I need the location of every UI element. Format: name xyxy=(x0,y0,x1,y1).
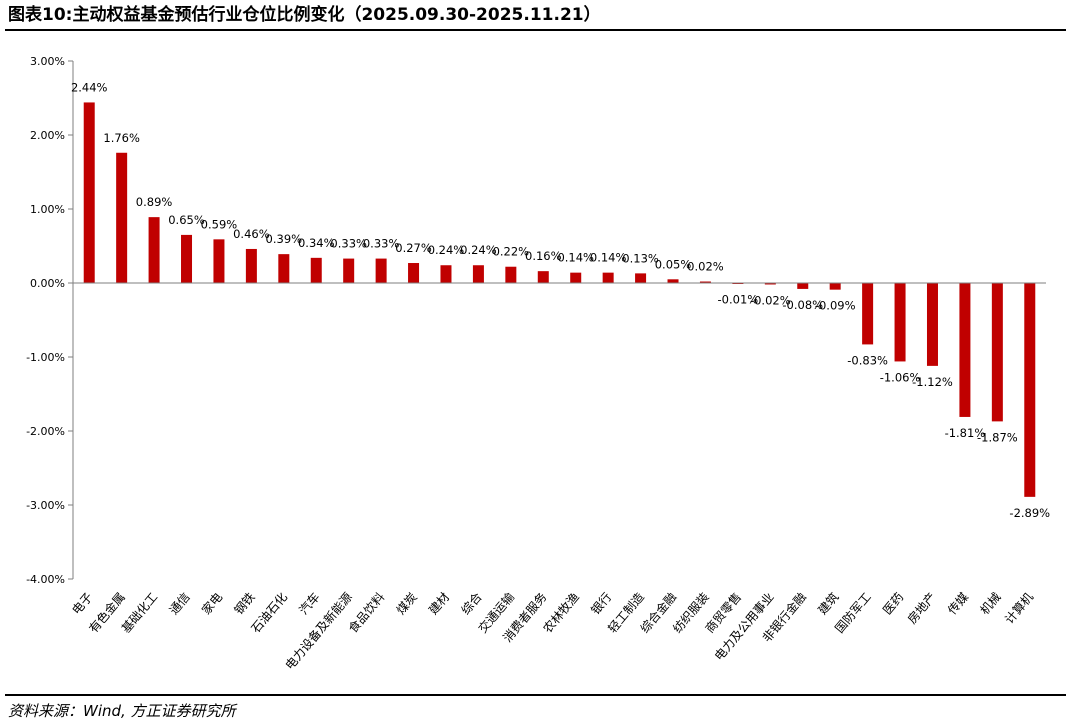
data-label: 0.02% xyxy=(687,260,724,274)
bar xyxy=(829,283,841,290)
data-label: -0.08% xyxy=(782,298,823,312)
data-label: -2.89% xyxy=(1009,506,1050,520)
category-label: 计算机 xyxy=(1001,589,1036,626)
data-label: 0.33% xyxy=(363,237,400,251)
bar xyxy=(764,283,776,285)
category-label: 电子 xyxy=(69,590,95,617)
y-tick-label: 2.00% xyxy=(30,129,65,142)
y-tick-label: -4.00% xyxy=(26,573,65,586)
source-note: 资料来源：Wind, 方正证券研究所 xyxy=(8,702,236,720)
category-label: 通信 xyxy=(167,590,193,617)
category-label: 家电 xyxy=(198,589,225,617)
data-label: 0.22% xyxy=(493,245,530,259)
data-label: 0.34% xyxy=(298,236,335,250)
bar xyxy=(635,273,647,283)
bar xyxy=(213,239,225,283)
chart-title: 图表10:主动权益基金预估行业仓位比例变化（2025.09.30-2025.11… xyxy=(8,5,601,25)
data-label: -0.09% xyxy=(815,299,856,313)
data-label: 0.14% xyxy=(590,251,627,265)
data-label: 0.65% xyxy=(168,213,205,227)
bar xyxy=(699,281,711,283)
data-label: -1.81% xyxy=(945,426,986,440)
bar xyxy=(1024,283,1036,497)
bar xyxy=(278,254,290,283)
data-label: 0.24% xyxy=(460,243,497,257)
y-tick-label: -3.00% xyxy=(26,499,65,512)
y-tick-label: 1.00% xyxy=(30,203,65,216)
data-label: 0.05% xyxy=(655,257,692,271)
bar xyxy=(991,283,1003,422)
bar xyxy=(181,234,193,283)
data-label: 0.16% xyxy=(525,249,562,263)
data-label: 0.39% xyxy=(266,232,303,246)
bar xyxy=(116,152,128,283)
title-divider xyxy=(5,29,1066,31)
bar-chart: 3.00% 2.00% 1.00% 0.00% -1.00% -2.00% -3.00% -4… xyxy=(26,55,1050,672)
data-label: -0.01% xyxy=(718,293,759,307)
bar xyxy=(570,272,582,283)
data-label: 1.76% xyxy=(103,131,140,145)
bar xyxy=(894,283,906,362)
y-tick-label: 0.00% xyxy=(30,277,65,290)
category-label: 煤炭 xyxy=(394,590,420,617)
data-label: -1.06% xyxy=(880,370,921,384)
data-label: 0.89% xyxy=(136,195,173,209)
category-label: 机械 xyxy=(977,589,1004,617)
data-label: -1.87% xyxy=(977,430,1018,444)
category-label: 综合 xyxy=(458,589,485,617)
bar xyxy=(797,283,809,289)
bar xyxy=(440,265,452,283)
data-label: 0.46% xyxy=(233,227,270,241)
y-tick-label: -1.00% xyxy=(26,351,65,364)
y-axis: 3.00% 2.00% 1.00% 0.00% -1.00% -2.00% -3.00% -4… xyxy=(26,55,74,586)
bar xyxy=(537,271,549,283)
bar xyxy=(375,258,387,283)
category-label: 银行 xyxy=(588,590,614,617)
data-label: 2.44% xyxy=(71,80,108,94)
data-label: 0.14% xyxy=(557,251,594,265)
bar xyxy=(926,283,938,366)
data-label: -1.12% xyxy=(912,375,953,389)
bar xyxy=(343,258,355,283)
bar xyxy=(667,279,679,283)
bar xyxy=(862,283,874,345)
bar xyxy=(472,265,484,283)
data-labels: 2.44% 1.76% 0.89% 0.65%0.59%0.46%0.39%0.34%… xyxy=(71,80,1050,519)
data-label: 0.27% xyxy=(395,241,432,255)
bar xyxy=(148,217,160,283)
bar xyxy=(245,248,257,283)
y-tick-label: -2.00% xyxy=(26,425,65,438)
bar xyxy=(83,102,95,283)
category-label: 房地产 xyxy=(904,589,939,626)
category-label: 汽车 xyxy=(296,589,323,617)
category-label: 医药 xyxy=(880,590,906,617)
data-label: 0.24% xyxy=(428,243,465,257)
bar xyxy=(310,257,322,283)
y-tick-label: 3.00% xyxy=(30,55,65,68)
category-label: 建筑 xyxy=(815,589,842,617)
data-label: 0.59% xyxy=(201,217,238,231)
data-label: 0.13% xyxy=(622,251,659,265)
footer-divider xyxy=(5,694,1066,696)
data-label: -0.83% xyxy=(847,353,888,367)
category-label: 建材 xyxy=(426,590,452,617)
category-label: 钢铁 xyxy=(232,590,258,617)
bar xyxy=(602,272,614,283)
bars xyxy=(83,102,1036,497)
data-label: -0.02% xyxy=(750,293,791,307)
bar xyxy=(505,266,517,283)
data-label: 0.33% xyxy=(330,237,367,251)
bar xyxy=(959,283,971,417)
bar xyxy=(408,263,420,283)
category-label: 传媒 xyxy=(944,589,971,617)
